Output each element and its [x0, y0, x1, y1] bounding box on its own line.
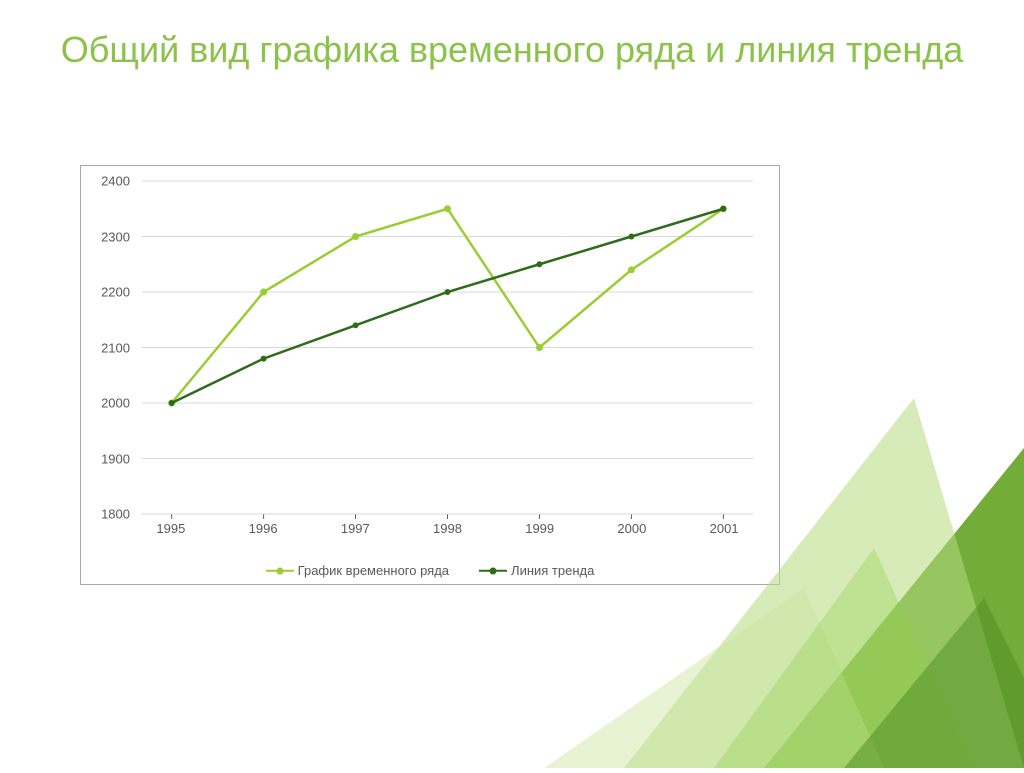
y-axis-labels: 1800190020002100220023002400 [81, 181, 136, 514]
slide-title: Общий вид графика временного ряда и лини… [0, 0, 1024, 81]
time-series-chart: 1800190020002100220023002400 19951996199… [80, 165, 780, 585]
legend-swatch-icon [266, 565, 294, 577]
x-tick-label: 1998 [433, 521, 462, 536]
x-tick-label: 1999 [525, 521, 554, 536]
x-tick-label: 2000 [617, 521, 646, 536]
x-tick-label: 1995 [156, 521, 185, 536]
x-tick-label: 1996 [249, 521, 278, 536]
y-tick-label: 2000 [101, 396, 130, 411]
plot-area [141, 181, 754, 514]
y-tick-label: 1800 [101, 507, 130, 522]
x-axis-labels: 1995 1996 1997 1998 1999 2000 2001 [141, 519, 754, 539]
legend-label: График временного ряда [298, 563, 449, 578]
y-tick-label: 2300 [101, 229, 130, 244]
x-tick-label: 1997 [341, 521, 370, 536]
y-tick-label: 2200 [101, 285, 130, 300]
legend-item: График временного ряда [266, 563, 449, 578]
legend-swatch-icon [479, 565, 507, 577]
y-tick-label: 1900 [101, 451, 130, 466]
chart-legend: График временного ряда Линия тренда [81, 563, 779, 578]
y-tick-label: 2100 [101, 340, 130, 355]
y-tick-label: 2400 [101, 174, 130, 189]
legend-item: Линия тренда [479, 563, 594, 578]
legend-label: Линия тренда [511, 563, 594, 578]
x-tick-label: 2001 [710, 521, 739, 536]
